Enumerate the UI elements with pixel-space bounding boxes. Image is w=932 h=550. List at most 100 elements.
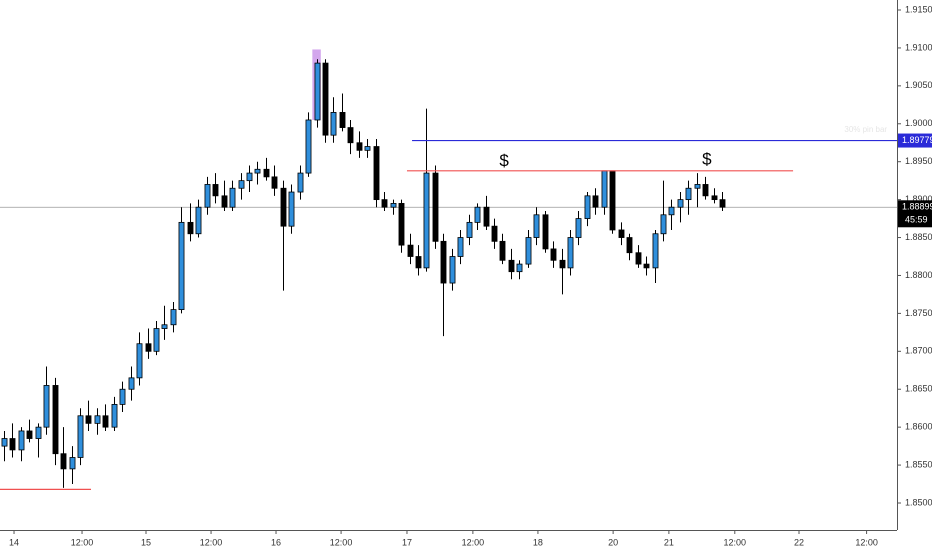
candle-body bbox=[474, 206, 481, 223]
candle-body bbox=[330, 112, 337, 136]
candle-body bbox=[660, 214, 667, 235]
candle-body bbox=[415, 256, 422, 269]
candle-body bbox=[559, 259, 566, 269]
x-tick-label: 21 bbox=[664, 537, 674, 547]
candle-body bbox=[407, 244, 414, 257]
candle-body bbox=[618, 229, 625, 238]
countdown-label: 45:59 bbox=[905, 215, 928, 225]
note: 30% pin bar bbox=[844, 125, 887, 134]
candle-body bbox=[43, 385, 50, 428]
candle-body bbox=[111, 404, 118, 428]
candle-body bbox=[685, 187, 692, 201]
candle-body bbox=[77, 415, 84, 458]
candle-body bbox=[466, 221, 473, 238]
candle-body bbox=[280, 187, 287, 227]
candle-body bbox=[18, 430, 25, 451]
y-tick-label: 1.87500 bbox=[905, 308, 932, 318]
candle-body bbox=[119, 388, 126, 405]
x-tick-label: 12:00 bbox=[330, 537, 353, 547]
y-tick-label: 1.91500 bbox=[905, 4, 932, 14]
candle-body bbox=[102, 415, 109, 428]
candle-body bbox=[491, 225, 498, 242]
candle-body bbox=[263, 168, 270, 178]
y-tick-label: 1.88000 bbox=[905, 270, 932, 280]
candle-body bbox=[567, 237, 574, 269]
candle-body bbox=[187, 221, 194, 235]
candle-body bbox=[297, 172, 304, 193]
x-tick-label: 20 bbox=[608, 537, 618, 547]
candle-body bbox=[161, 324, 168, 329]
candle-body bbox=[254, 168, 261, 174]
candle-body bbox=[719, 199, 726, 208]
candle-body bbox=[9, 438, 16, 451]
candle-body bbox=[668, 206, 675, 216]
candle-body bbox=[288, 191, 295, 227]
x-tick-label: 12:00 bbox=[71, 537, 94, 547]
candle-body bbox=[677, 199, 684, 208]
candle-body bbox=[499, 240, 506, 261]
candle-body bbox=[694, 184, 701, 189]
candle-body bbox=[457, 237, 464, 257]
y-tick-label: 1.91000 bbox=[905, 42, 932, 52]
candle-body bbox=[373, 146, 380, 201]
candle-body bbox=[508, 259, 515, 273]
x-tick-label: 22 bbox=[794, 537, 804, 547]
y-tick-label: 1.90500 bbox=[905, 80, 932, 90]
y-tick-label: 1.85000 bbox=[905, 497, 932, 507]
candle-body bbox=[609, 170, 616, 231]
candle-body bbox=[238, 180, 245, 189]
x-tick-label: 12:00 bbox=[200, 537, 223, 547]
candle-body bbox=[364, 146, 371, 151]
candle-body bbox=[626, 237, 633, 254]
x-tick-label: 14 bbox=[9, 537, 19, 547]
candle-body bbox=[52, 385, 59, 455]
candle-body bbox=[212, 184, 219, 197]
candle-body bbox=[221, 195, 228, 208]
x-tick-label: 12:00 bbox=[724, 537, 747, 547]
candle-body bbox=[178, 221, 185, 310]
candle-body bbox=[584, 195, 591, 219]
candle-body bbox=[432, 172, 439, 242]
candle-body bbox=[85, 415, 92, 424]
candle-body bbox=[69, 457, 76, 470]
x-tick-label: 17 bbox=[402, 537, 412, 547]
y-tick-label: 1.86500 bbox=[905, 384, 932, 394]
candle-body bbox=[652, 233, 659, 269]
x-tick-label: 16 bbox=[271, 537, 281, 547]
candle-body bbox=[170, 309, 177, 326]
candle-body bbox=[145, 343, 152, 352]
candle-body bbox=[423, 172, 430, 269]
candle-body bbox=[246, 172, 253, 182]
candle-body bbox=[550, 248, 557, 261]
y-tick-label: 1.90000 bbox=[905, 118, 932, 128]
candle-body bbox=[398, 203, 405, 246]
candle-body bbox=[204, 184, 211, 208]
candle-body bbox=[483, 206, 490, 227]
candle-body bbox=[711, 195, 718, 201]
dollar-annotation: $ bbox=[499, 151, 509, 170]
candle-body bbox=[1, 438, 8, 447]
candle-body bbox=[575, 218, 582, 238]
candle-body bbox=[60, 453, 67, 470]
candle-body bbox=[339, 112, 346, 128]
x-tick-label: 12:00 bbox=[462, 537, 485, 547]
candle-body bbox=[322, 62, 329, 136]
x-tick-label: 15 bbox=[141, 537, 151, 547]
dollar-annotation: $ bbox=[702, 150, 712, 169]
candle-body bbox=[153, 328, 160, 352]
candle-body bbox=[592, 195, 599, 208]
candle-body bbox=[516, 263, 523, 273]
candle-body bbox=[635, 252, 642, 265]
candle-body bbox=[525, 237, 532, 265]
last-price-label: 1.88899 bbox=[902, 202, 932, 212]
candle-body bbox=[271, 176, 278, 189]
candle-body bbox=[347, 127, 354, 144]
candle-body bbox=[601, 170, 608, 208]
candle-body bbox=[356, 142, 363, 151]
candle-body bbox=[449, 256, 456, 284]
candle-body bbox=[195, 206, 202, 235]
candle-body bbox=[533, 214, 540, 238]
